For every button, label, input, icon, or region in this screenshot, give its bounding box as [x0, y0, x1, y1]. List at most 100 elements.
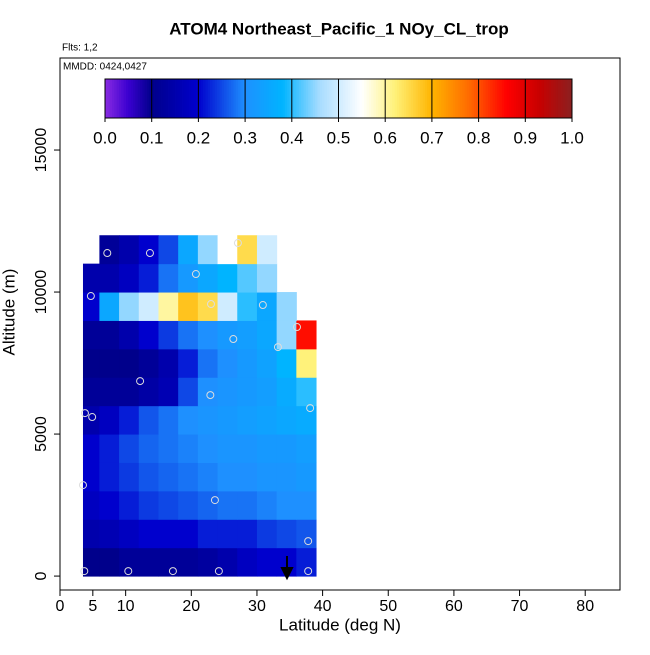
colorbar-swatch — [452, 79, 456, 118]
colorbar-swatch — [261, 79, 265, 118]
colorbar-swatch — [424, 79, 428, 118]
colorbar-tick-label: 0.9 — [513, 128, 537, 147]
colorbar-swatch — [172, 79, 176, 118]
colorbar-swatch — [301, 79, 304, 118]
colorbar-swatch — [466, 79, 470, 118]
colorbar-swatch — [128, 79, 132, 118]
colorbar-swatch — [560, 79, 564, 118]
heat-cell — [197, 405, 219, 435]
colorbar-swatch — [123, 79, 127, 118]
colorbar-swatch — [242, 79, 246, 118]
colorbar-swatch — [438, 79, 442, 118]
annotation: MMDD: 0424,0427 — [63, 62, 147, 73]
heat-cell — [197, 462, 219, 492]
colorbar-swatch — [359, 79, 363, 118]
colorbar-swatch — [422, 79, 426, 118]
colorbar-swatch — [200, 79, 204, 118]
colorbar-swatch — [296, 79, 300, 118]
colorbar-swatch — [352, 79, 356, 118]
track-point — [168, 567, 177, 576]
heat-cell — [237, 547, 258, 577]
colorbar-tick-label: 0.0 — [93, 128, 117, 147]
colorbar-swatch — [469, 79, 472, 118]
colorbar-swatch — [497, 79, 501, 118]
track-point — [206, 300, 215, 309]
colorbar-swatch — [154, 79, 157, 118]
heat-cell — [178, 405, 199, 435]
colorbar-swatch — [350, 79, 353, 118]
heat-cell — [276, 377, 297, 407]
colorbar-swatch — [513, 79, 517, 118]
colorbar-swatch — [408, 79, 412, 118]
colorbar-swatch — [343, 79, 346, 118]
colorbar-swatch — [508, 79, 512, 118]
colorbar-swatch — [532, 79, 536, 118]
heat-cell — [296, 547, 317, 577]
colorbar-swatch — [165, 79, 169, 118]
heat-cell — [178, 547, 199, 577]
colorbar-swatch — [109, 79, 113, 118]
heat-cell — [217, 320, 238, 350]
heat-cell — [197, 348, 219, 378]
track-point — [80, 409, 89, 418]
y-tick-label: 10000 — [33, 270, 50, 315]
colorbar-swatch — [413, 79, 416, 118]
colorbar-swatch — [144, 79, 148, 118]
heat-cell — [296, 434, 317, 463]
heat-cell — [256, 292, 278, 321]
heat-cell — [217, 235, 238, 265]
colorbar-swatch — [322, 79, 325, 118]
x-tick-label: 60 — [445, 598, 463, 615]
heat-cell — [296, 462, 317, 492]
colorbar-swatch — [553, 79, 557, 118]
colorbar-swatch — [504, 79, 508, 118]
colorbar-swatch — [522, 79, 526, 118]
colorbar-swatch — [392, 79, 395, 118]
heat-cell — [217, 434, 238, 463]
heat-cell — [119, 263, 140, 293]
colorbar-swatch — [548, 79, 552, 118]
heat-cell — [99, 235, 120, 265]
y-tick-label: 0 — [33, 572, 50, 581]
colorbar-swatch — [506, 79, 510, 118]
colorbar-swatch — [147, 79, 150, 118]
heat-cell — [82, 348, 100, 378]
heat-cell — [158, 519, 179, 549]
colorbar-swatch — [562, 79, 566, 118]
heat-cell — [178, 462, 199, 492]
x-tick-label: 30 — [248, 598, 266, 615]
colorbar-swatch — [182, 79, 185, 118]
colorbar-swatch — [387, 79, 391, 118]
heat-cell — [217, 547, 238, 577]
track-point — [145, 249, 154, 258]
heat-cell — [178, 320, 199, 350]
colorbar-swatch — [142, 79, 146, 118]
heat-cell — [256, 263, 278, 293]
heat-cell — [158, 377, 179, 407]
colorbar-swatch — [193, 79, 197, 118]
heat-cell — [197, 377, 219, 407]
colorbar-swatch — [378, 79, 381, 118]
colorbar-swatch — [550, 79, 554, 118]
track-point — [258, 301, 267, 310]
colorbar-swatch — [539, 79, 543, 118]
colorbar-swatch — [158, 79, 162, 118]
colorbar-swatch — [170, 79, 174, 118]
heat-cell — [82, 547, 100, 577]
colorbar-swatch — [331, 79, 335, 118]
colorbar-swatch — [485, 79, 489, 118]
y-axis-title: Altitude (m) — [0, 269, 18, 356]
colorbar-swatch — [480, 79, 484, 118]
colorbar-swatch — [291, 79, 295, 118]
colorbar-swatch — [245, 79, 248, 118]
colorbar-swatch — [357, 79, 360, 118]
annotation: Flts: 1,2 — [62, 43, 98, 54]
heat-cell — [99, 490, 120, 520]
colorbar-swatch — [224, 79, 227, 118]
colorbar-swatch — [273, 79, 276, 118]
colorbar-swatch — [312, 79, 316, 118]
track-point — [304, 537, 313, 546]
colorbar-swatch — [499, 79, 503, 118]
heat-cell — [237, 405, 258, 435]
colorbar-swatch — [240, 79, 244, 118]
